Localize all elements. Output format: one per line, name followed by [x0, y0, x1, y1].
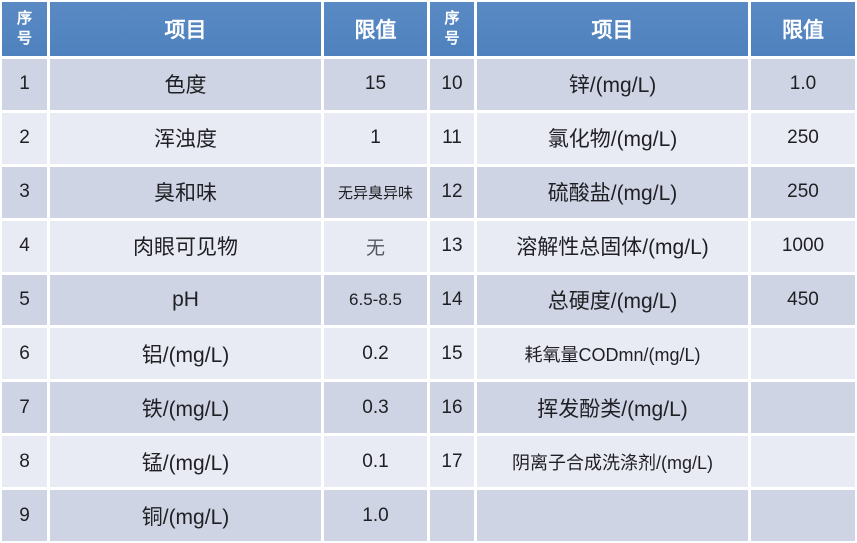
item-cell-5: pH [50, 274, 321, 326]
limit-cell-17 [751, 436, 855, 488]
item-cell-15: 耗氧量CODmn/(mg/L) [477, 328, 748, 380]
no-cell-8: 8 [2, 436, 47, 488]
no-cell-2: 2 [2, 112, 47, 164]
limit-cell-18-empty [751, 490, 855, 541]
limit-cell-12: 250 [751, 166, 855, 218]
no-cell-7: 7 [2, 382, 47, 434]
no-cell-18-empty [430, 490, 474, 541]
item-cell-18-empty [477, 490, 748, 541]
no-cell-9: 9 [2, 490, 47, 541]
limit-cell-6: 0.2 [324, 328, 427, 380]
item-cell-3: 臭和味 [50, 166, 321, 218]
no-cell-6: 6 [2, 328, 47, 380]
no-cell-3: 3 [2, 166, 47, 218]
limit-cell-14: 450 [751, 274, 855, 326]
limit-cell-11: 250 [751, 112, 855, 164]
no-cell-13: 13 [430, 220, 474, 272]
item-cell-8: 锰/(mg/L) [50, 436, 321, 488]
limit-cell-7: 0.3 [324, 382, 427, 434]
header-no-right: 序 号 [430, 2, 474, 56]
limit-cell-10: 1.0 [751, 59, 855, 110]
header-no-left: 序 号 [2, 2, 47, 56]
item-cell-12: 硫酸盐/(mg/L) [477, 166, 748, 218]
item-cell-6: 铝/(mg/L) [50, 328, 321, 380]
item-cell-4: 肉眼可见物 [50, 220, 321, 272]
limit-cell-2: 1 [324, 112, 427, 164]
item-cell-10: 锌/(mg/L) [477, 59, 748, 110]
limit-cell-3: 无异臭异味 [324, 166, 427, 218]
no-cell-15: 15 [430, 328, 474, 380]
no-cell-1: 1 [2, 59, 47, 110]
header-item-right: 项目 [477, 2, 748, 56]
item-cell-14: 总硬度/(mg/L) [477, 274, 748, 326]
limit-cell-9: 1.0 [324, 490, 427, 541]
item-cell-16: 挥发酚类/(mg/L) [477, 382, 748, 434]
item-cell-13: 溶解性总固体/(mg/L) [477, 220, 748, 272]
limit-cell-13: 1000 [751, 220, 855, 272]
no-cell-10: 10 [430, 59, 474, 110]
header-limit-left: 限值 [324, 2, 427, 56]
no-cell-4: 4 [2, 220, 47, 272]
item-cell-1: 色度 [50, 59, 321, 110]
limit-cell-15 [751, 328, 855, 380]
item-cell-7: 铁/(mg/L) [50, 382, 321, 434]
limit-cell-1: 15 [324, 59, 427, 110]
limit-cell-5: 6.5-8.5 [324, 274, 427, 326]
item-cell-9: 铜/(mg/L) [50, 490, 321, 541]
item-cell-11: 氯化物/(mg/L) [477, 112, 748, 164]
no-cell-11: 11 [430, 112, 474, 164]
item-cell-17: 阴离子合成洗涤剂/(mg/L) [477, 436, 748, 488]
limit-cell-4: 无 [324, 220, 427, 272]
header-limit-right: 限值 [751, 2, 855, 56]
no-cell-16: 16 [430, 382, 474, 434]
no-cell-14: 14 [430, 274, 474, 326]
limit-cell-16 [751, 382, 855, 434]
header-item-left: 项目 [50, 2, 321, 56]
no-cell-12: 12 [430, 166, 474, 218]
item-cell-2: 浑浊度 [50, 112, 321, 164]
no-cell-17: 17 [430, 436, 474, 488]
limit-cell-8: 0.1 [324, 436, 427, 488]
no-cell-5: 5 [2, 274, 47, 326]
